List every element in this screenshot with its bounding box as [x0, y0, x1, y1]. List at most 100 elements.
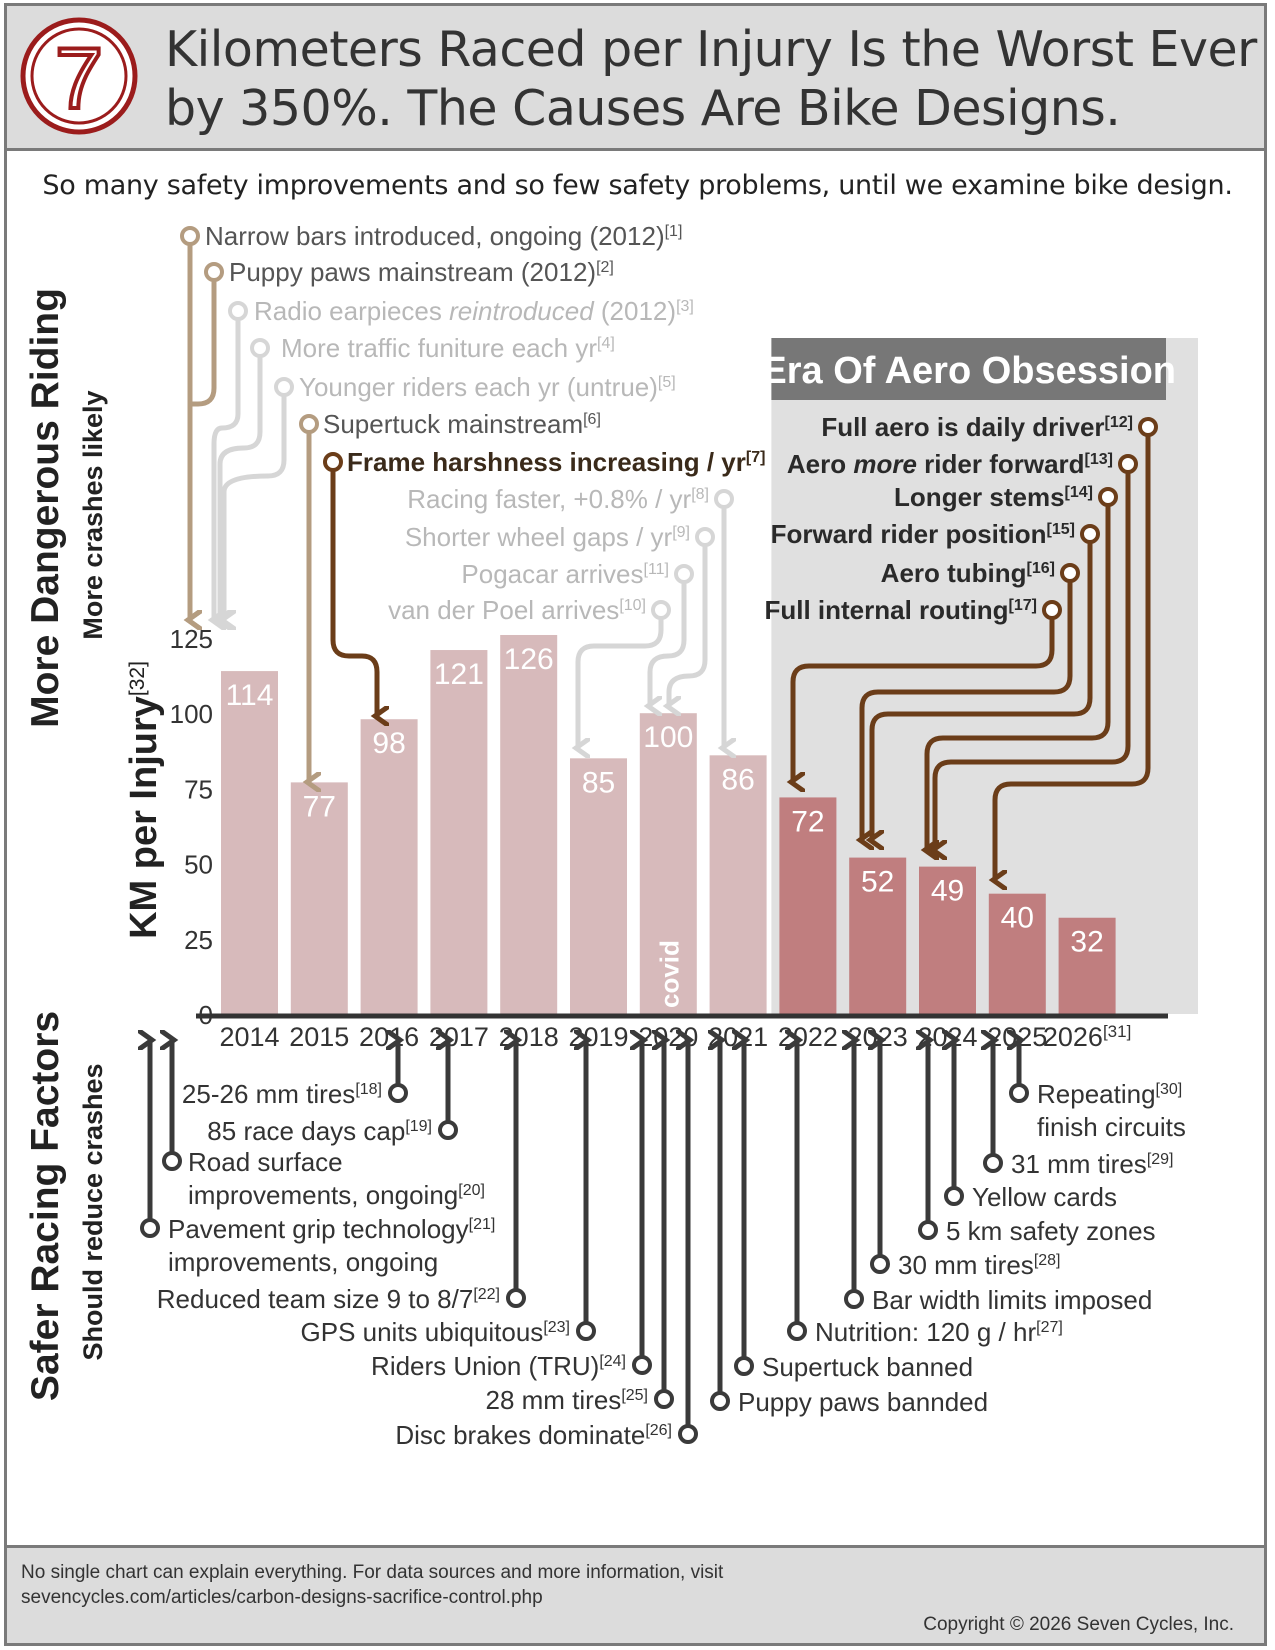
- bottom-marker-2: [162, 1151, 182, 1171]
- bar-value-2019: 85: [582, 766, 615, 799]
- side-label-safer-factors: Safer Racing Factors: [24, 1011, 67, 1401]
- top-marker-5: [299, 414, 319, 434]
- bottom-label-9: Nutrition: 120 g / hr[27]: [815, 1317, 1063, 1347]
- side-label-more-crashes: More crashes likely: [78, 390, 108, 639]
- top-marker-10: [651, 600, 671, 620]
- bottom-marker-14: [918, 1220, 938, 1240]
- bottom-label-7: 28 mm tires[25]: [486, 1385, 649, 1415]
- bottom-marker-17: [1009, 1083, 1029, 1103]
- bottom-label-4: Reduced team size 9 to 8/7[22]: [157, 1284, 500, 1314]
- bottom-marker-0: [388, 1083, 408, 1103]
- bottom-marker-4: [506, 1288, 526, 1308]
- bar-value-2017: 121: [434, 658, 484, 691]
- bottom-label-5: GPS units ubiquitous[23]: [301, 1317, 571, 1347]
- bar-2019: [570, 758, 627, 1014]
- bottom-label-17-b: finish circuits: [1037, 1112, 1186, 1142]
- bottom-label-12: Bar width limits imposed: [872, 1285, 1152, 1315]
- era-title: Era Of Aero Obsession: [761, 350, 1176, 392]
- copyright: Copyright © 2026 Seven Cycles, Inc.: [923, 1614, 1234, 1635]
- bar-2014: [221, 671, 278, 1014]
- side-label-more-dangerous: More Dangerous Riding: [24, 288, 67, 728]
- bar-value-2018: 126: [504, 643, 554, 676]
- top-arrow-2: [214, 319, 241, 620]
- y-tick-125: 125: [170, 624, 213, 654]
- aero-marker-1: [1118, 454, 1138, 474]
- top-marker-6: [323, 452, 343, 472]
- y-tick-0: 0: [199, 1000, 213, 1030]
- bottom-marker-16: [983, 1153, 1003, 1173]
- x-tick-2021: 2021: [708, 1022, 768, 1052]
- side-label-reduce-crashes: Should reduce crashes: [78, 1063, 108, 1360]
- bar-2017: [430, 650, 488, 1014]
- x-tick-2022: 2022: [778, 1022, 838, 1052]
- top-label-0: Narrow bars introduced, ongoing (2012)[1…: [205, 221, 682, 251]
- x-tick-2026: 2026[31]: [1043, 1022, 1131, 1052]
- x-tick-2015: 2015: [289, 1022, 349, 1052]
- bottom-label-0: 25-26 mm tires[18]: [182, 1079, 382, 1109]
- header-bar: 7 Kilometers Raced per Injury Is the Wor…: [7, 6, 1264, 151]
- aero-label-0: Full aero is daily driver[12]: [821, 412, 1133, 442]
- footer-note-line-1: No single chart can explain everything. …: [21, 1562, 724, 1583]
- top-arrow-1: [190, 280, 217, 620]
- bottom-label-1: 85 race days cap[19]: [207, 1116, 432, 1146]
- logo-glyph: 7: [55, 31, 103, 127]
- era-title-box: [771, 338, 1166, 400]
- top-label-8: Shorter wheel gaps / yr[9]: [405, 522, 690, 552]
- bottom-label-16: 31 mm tires[29]: [1011, 1149, 1174, 1179]
- bottom-label-13: 30 mm tires[28]: [898, 1250, 1061, 1280]
- covid-label: covid: [654, 940, 684, 1008]
- x-tick-2016: 2016: [359, 1022, 419, 1052]
- aero-marker-2: [1098, 487, 1118, 507]
- bottom-label-2-b: improvements, ongoing[20]: [188, 1180, 485, 1210]
- bottom-label-14: 5 km safety zones: [946, 1216, 1156, 1246]
- aero-arrow-2: [927, 505, 1111, 850]
- bar-2024: [919, 866, 976, 1014]
- aero-label-4: Aero tubing[16]: [881, 558, 1055, 588]
- x-tick-2014: 2014: [219, 1022, 279, 1052]
- aero-marker-0: [1138, 417, 1158, 437]
- page-title: Kilometers Raced per Injury Is the Worst…: [165, 20, 1257, 138]
- aero-marker-3: [1080, 524, 1100, 544]
- x-tick-2019: 2019: [568, 1022, 628, 1052]
- aero-label-5: Full internal routing[17]: [764, 595, 1037, 625]
- bottom-marker-13: [870, 1254, 890, 1274]
- bottom-marker-7: [654, 1389, 674, 1409]
- top-marker-2: [228, 301, 248, 321]
- aero-marker-4: [1060, 563, 1080, 583]
- seven-logo: 7: [20, 17, 138, 135]
- top-label-4: Younger riders each yr (untrue)[5]: [299, 372, 676, 402]
- top-arrow-4: [224, 395, 287, 620]
- top-marker-4: [274, 377, 294, 397]
- bar-value-2022: 72: [791, 805, 824, 838]
- bar-value-2025: 40: [1001, 902, 1034, 935]
- top-label-6: Frame harshness increasing / yr[7]: [347, 447, 765, 477]
- bottom-label-3: Pavement grip technology[21]: [168, 1214, 495, 1244]
- top-marker-7: [714, 489, 734, 509]
- bottom-label-6: Riders Union (TRU)[24]: [371, 1351, 626, 1381]
- bar-value-2021: 86: [721, 763, 754, 796]
- bottom-marker-1: [438, 1120, 458, 1140]
- bar-2022: [779, 797, 837, 1014]
- bar-2026: [1058, 917, 1116, 1014]
- top-label-7: Racing faster, +0.8% / yr[8]: [407, 484, 709, 514]
- bottom-marker-8: [678, 1424, 698, 1444]
- top-marker-9: [674, 564, 694, 584]
- bar-2016: [360, 719, 418, 1014]
- aero-marker-5: [1042, 600, 1062, 620]
- top-arrow-10: [578, 618, 664, 748]
- bar-2021: [709, 755, 767, 1014]
- title-line-1: Kilometers Raced per Injury Is the Worst…: [165, 21, 1257, 78]
- bottom-marker-6: [632, 1355, 652, 1375]
- top-label-3: More traffic funiture each yr[4]: [281, 333, 615, 363]
- top-arrow-6: [330, 470, 377, 716]
- bar-2023: [849, 857, 907, 1014]
- bar-value-2026: 32: [1070, 926, 1103, 959]
- bottom-label-2: Road surface: [188, 1147, 343, 1177]
- bottom-marker-10: [734, 1356, 754, 1376]
- footer-url[interactable]: sevencycles.com/articles/carbon-designs-…: [21, 1587, 543, 1608]
- bar-value-2023: 52: [861, 866, 894, 899]
- aero-arrow-3: [872, 542, 1093, 840]
- bottom-marker-15: [944, 1186, 964, 1206]
